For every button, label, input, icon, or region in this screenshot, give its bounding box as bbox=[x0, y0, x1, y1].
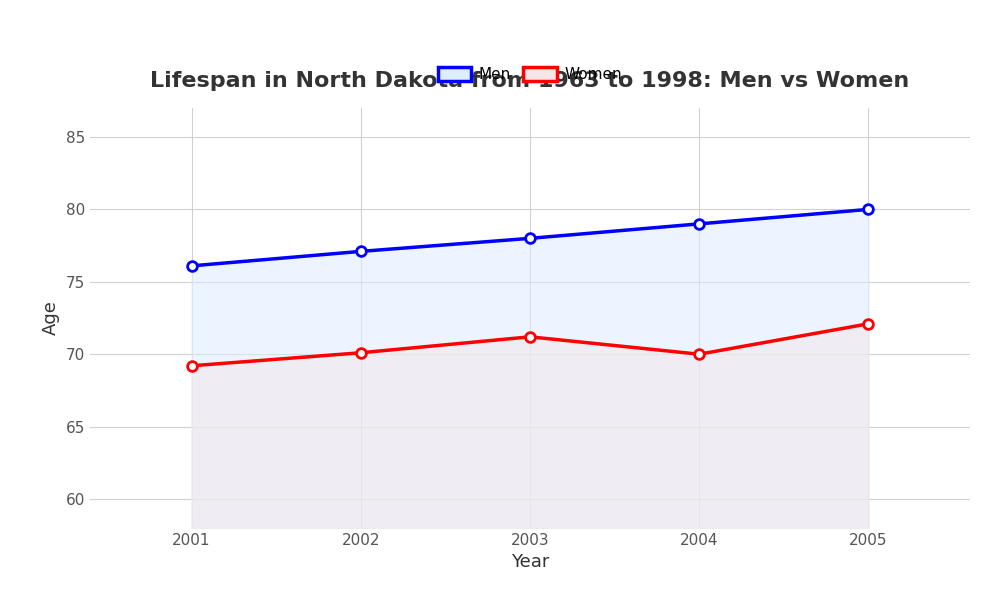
X-axis label: Year: Year bbox=[511, 553, 549, 571]
Legend: Men, Women: Men, Women bbox=[432, 61, 628, 88]
Title: Lifespan in North Dakota from 1963 to 1998: Men vs Women: Lifespan in North Dakota from 1963 to 19… bbox=[150, 71, 910, 91]
Y-axis label: Age: Age bbox=[42, 301, 60, 335]
